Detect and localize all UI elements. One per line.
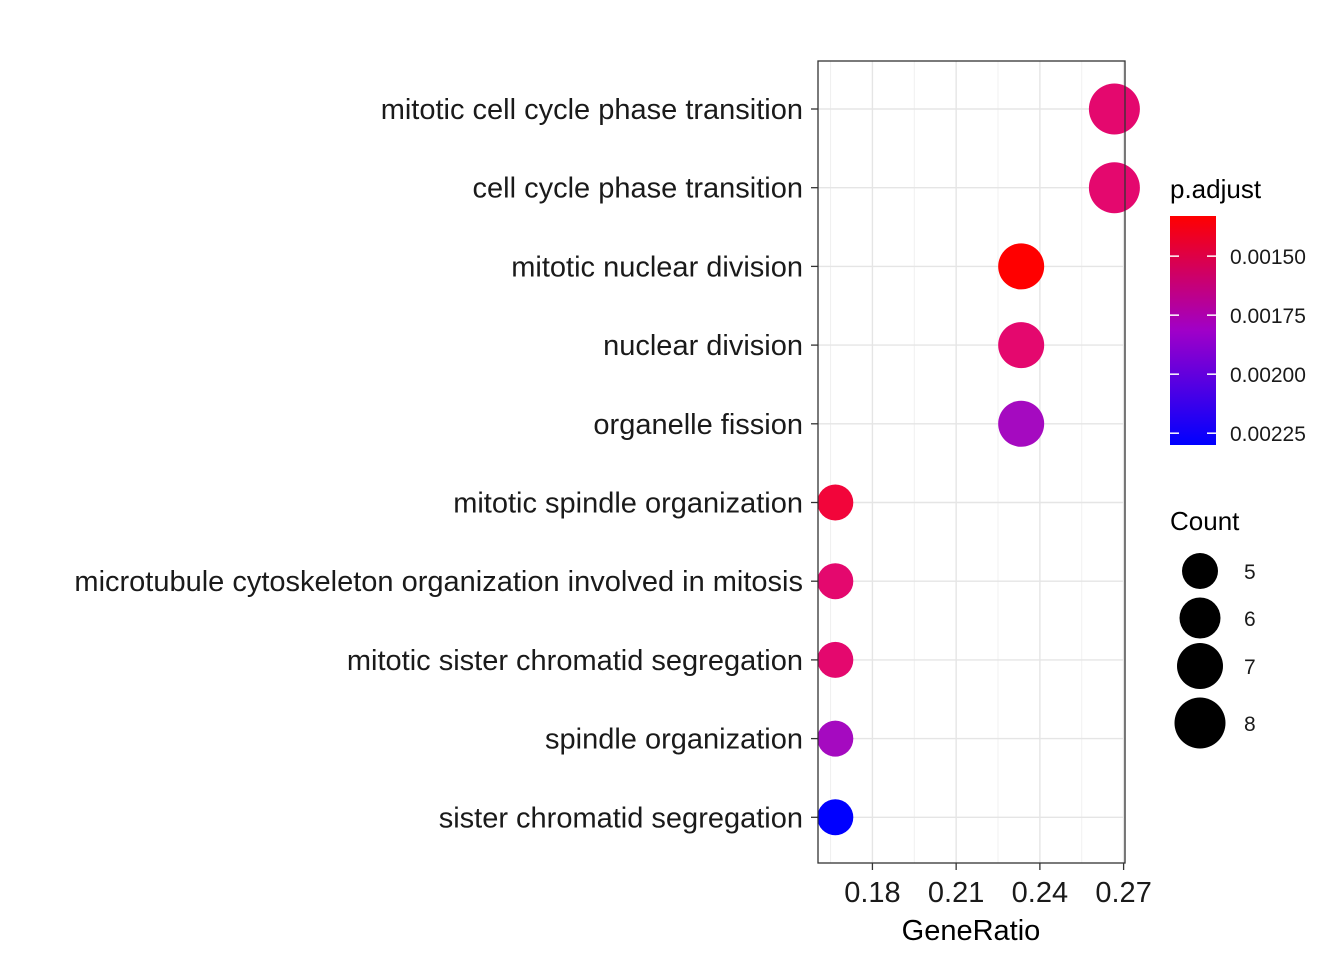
color-legend-label: 0.00200 bbox=[1230, 364, 1306, 387]
data-point bbox=[998, 322, 1045, 369]
x-tick-label: 0.21 bbox=[928, 877, 984, 909]
size-legend: Count 5 6 7 8 bbox=[1170, 506, 1256, 749]
size-legend-dot bbox=[1177, 643, 1223, 689]
x-tick-label: 0.18 bbox=[844, 877, 900, 909]
data-point bbox=[1088, 83, 1140, 135]
size-legend-dot bbox=[1174, 697, 1226, 749]
data-point bbox=[1088, 162, 1140, 214]
data-point bbox=[817, 799, 854, 836]
term-label: mitotic nuclear division bbox=[511, 251, 803, 283]
data-point bbox=[817, 484, 854, 521]
term-label: cell cycle phase transition bbox=[473, 173, 803, 205]
x-axis-title: GeneRatio bbox=[902, 915, 1041, 947]
color-legend-label: 0.00225 bbox=[1230, 423, 1306, 446]
grid-lines bbox=[818, 61, 1125, 863]
term-label: mitotic cell cycle phase transition bbox=[381, 94, 803, 126]
color-legend-label: 0.00175 bbox=[1230, 305, 1306, 328]
size-legend-dot bbox=[1179, 597, 1221, 639]
term-label: mitotic spindle organization bbox=[453, 488, 803, 520]
x-tick-label: 0.27 bbox=[1095, 877, 1151, 909]
size-legend-label: 6 bbox=[1244, 608, 1256, 631]
data-point bbox=[817, 720, 854, 757]
data-points bbox=[817, 83, 1140, 836]
x-axis: 0.18 0.21 0.24 0.27 bbox=[844, 863, 1152, 909]
term-label: mitotic sister chromatid segregation bbox=[347, 645, 803, 677]
data-point bbox=[817, 641, 854, 678]
x-tick-label: 0.24 bbox=[1012, 877, 1068, 909]
term-label: spindle organization bbox=[545, 724, 803, 756]
color-legend-bar bbox=[1170, 216, 1216, 445]
color-legend-label: 0.00150 bbox=[1230, 246, 1306, 269]
plot-border bbox=[817, 60, 1126, 864]
term-label: organelle fission bbox=[593, 409, 803, 441]
color-legend: p.adjust 0.00150 0.00175 0.00200 0.00225 bbox=[1170, 174, 1306, 446]
term-label: nuclear division bbox=[603, 330, 803, 362]
term-label: microtubule cytoskeleton organization in… bbox=[74, 566, 803, 598]
data-point bbox=[998, 400, 1045, 447]
size-legend-dot bbox=[1182, 553, 1218, 589]
y-axis: mitotic cell cycle phase transition cell … bbox=[74, 94, 818, 834]
size-legend-label: 8 bbox=[1244, 713, 1256, 736]
size-legend-label: 7 bbox=[1244, 656, 1256, 679]
color-legend-title: p.adjust bbox=[1170, 174, 1262, 204]
plot-panel bbox=[818, 61, 1125, 863]
size-legend-title: Count bbox=[1170, 506, 1240, 536]
term-label: sister chromatid segregation bbox=[439, 802, 803, 834]
data-point bbox=[998, 243, 1045, 290]
data-point bbox=[817, 563, 854, 600]
size-legend-label: 5 bbox=[1244, 561, 1256, 584]
